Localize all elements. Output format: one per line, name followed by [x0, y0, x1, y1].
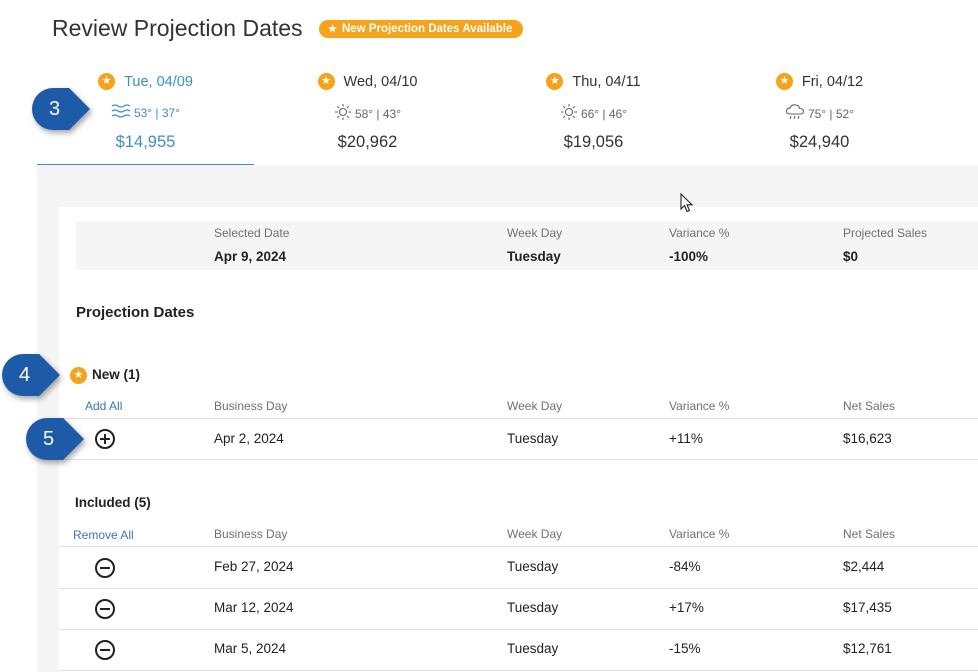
day-amount: $24,940	[789, 133, 850, 151]
star-icon: ★	[70, 367, 87, 384]
new-row-business-day: Apr 2, 2024	[214, 431, 284, 446]
summary-label-projected-sales: Projected Sales	[843, 226, 928, 240]
day-temps: 75° | 52°	[807, 106, 855, 121]
day-tabs: ★ Tue, 04/09 53° | 37° $14,955 ★ Wed, 04…	[37, 66, 978, 166]
row-divider	[59, 459, 978, 460]
star-icon: ★	[546, 73, 564, 90]
column-header-business-day: Business Day	[214, 527, 288, 541]
row-divider	[59, 588, 978, 589]
new-dates-badge: ★ New Projection Dates Available	[319, 20, 524, 38]
summary-label-selected-date: Selected Date	[214, 226, 290, 240]
day-amount: $19,056	[563, 133, 624, 151]
sun-icon	[560, 103, 578, 124]
rain-cloud-icon	[785, 103, 805, 124]
included-row-week-day: Tuesday	[507, 559, 559, 574]
new-group-label: New (1)	[92, 367, 141, 382]
included-row-net-sales: $12,761	[843, 641, 892, 656]
day-amount: $14,955	[115, 133, 176, 151]
star-icon: ★	[98, 73, 116, 90]
summary-projected-sales: $0	[843, 249, 859, 264]
included-row-week-day: Tuesday	[507, 641, 559, 656]
plus-icon	[104, 434, 106, 444]
sun-icon	[334, 103, 352, 124]
day-date: Fri, 04/12	[801, 73, 864, 90]
day-tab-wed[interactable]: ★ Wed, 04/10 58° | 43° $20,962	[259, 66, 476, 165]
row-divider	[59, 546, 978, 547]
callout-4: 4	[2, 354, 60, 396]
column-header-variance: Variance %	[669, 527, 730, 541]
summary-label-week-day: Week Day	[507, 226, 563, 240]
included-row-week-day: Tuesday	[507, 600, 559, 615]
day-temps: 53° | 37°	[133, 105, 181, 120]
new-row-net-sales: $16,623	[843, 431, 892, 446]
remove-date-button[interactable]	[95, 640, 115, 660]
included-row-business-day: Mar 5, 2024	[214, 641, 287, 656]
add-date-button[interactable]	[95, 429, 115, 449]
callout-3: 3	[32, 88, 90, 130]
column-header-net-sales: Net Sales	[843, 527, 896, 541]
day-tab-thu[interactable]: ★ Thu, 04/11 66° | 46° $19,056	[485, 66, 702, 165]
badge-label: New Projection Dates Available	[341, 23, 513, 35]
minus-icon	[100, 608, 110, 610]
remove-date-button[interactable]	[95, 558, 115, 578]
add-all-link[interactable]: Add All	[85, 399, 123, 413]
day-date: Tue, 04/09	[124, 73, 193, 90]
remove-all-link[interactable]: Remove All	[73, 528, 134, 542]
waves-icon	[111, 103, 131, 122]
star-icon: ★	[328, 23, 337, 35]
star-icon: ★	[317, 73, 335, 90]
summary-variance: -100%	[669, 249, 709, 264]
row-divider	[59, 629, 978, 630]
column-header-week-day: Week Day	[507, 399, 563, 413]
day-date: Wed, 04/10	[343, 73, 418, 90]
day-date: Thu, 04/11	[572, 73, 641, 90]
included-row-business-day: Feb 27, 2024	[214, 559, 294, 574]
projection-dates-title: Projection Dates	[76, 304, 195, 321]
page-title: Review Projection Dates	[52, 15, 303, 41]
selected-date-summary	[76, 221, 978, 270]
column-header-business-day: Business Day	[214, 399, 288, 413]
included-group-label: Included (5)	[75, 495, 151, 510]
star-icon: ★	[775, 73, 793, 90]
day-temps: 58° | 43°	[354, 106, 402, 121]
new-row-week-day: Tuesday	[507, 431, 559, 446]
mouse-cursor-icon	[680, 192, 694, 218]
detail-card	[59, 207, 978, 672]
row-divider	[59, 418, 978, 419]
included-row-business-day: Mar 12, 2024	[214, 600, 294, 615]
new-row-variance: +11%	[669, 431, 703, 446]
summary-selected-date: Apr 9, 2024	[214, 249, 287, 264]
column-header-net-sales: Net Sales	[843, 399, 896, 413]
row-divider	[59, 670, 978, 671]
summary-label-variance: Variance %	[669, 226, 730, 240]
column-header-week-day: Week Day	[507, 527, 563, 541]
included-row-variance: -84%	[669, 559, 701, 574]
day-temps: 66° | 46°	[580, 106, 628, 121]
day-tab-fri[interactable]: ★ Fri, 04/12 75° | 52° $24,940	[711, 66, 928, 165]
day-amount: $20,962	[337, 133, 398, 151]
included-row-variance: -15%	[669, 641, 701, 656]
minus-icon	[100, 649, 110, 651]
summary-week-day: Tuesday	[507, 249, 561, 264]
included-row-net-sales: $2,444	[843, 559, 885, 574]
column-header-variance: Variance %	[669, 399, 730, 413]
included-row-net-sales: $17,435	[843, 600, 892, 615]
minus-icon	[100, 567, 110, 569]
callout-5: 5	[26, 418, 84, 460]
included-row-variance: +17%	[669, 600, 704, 615]
remove-date-button[interactable]	[95, 599, 115, 619]
